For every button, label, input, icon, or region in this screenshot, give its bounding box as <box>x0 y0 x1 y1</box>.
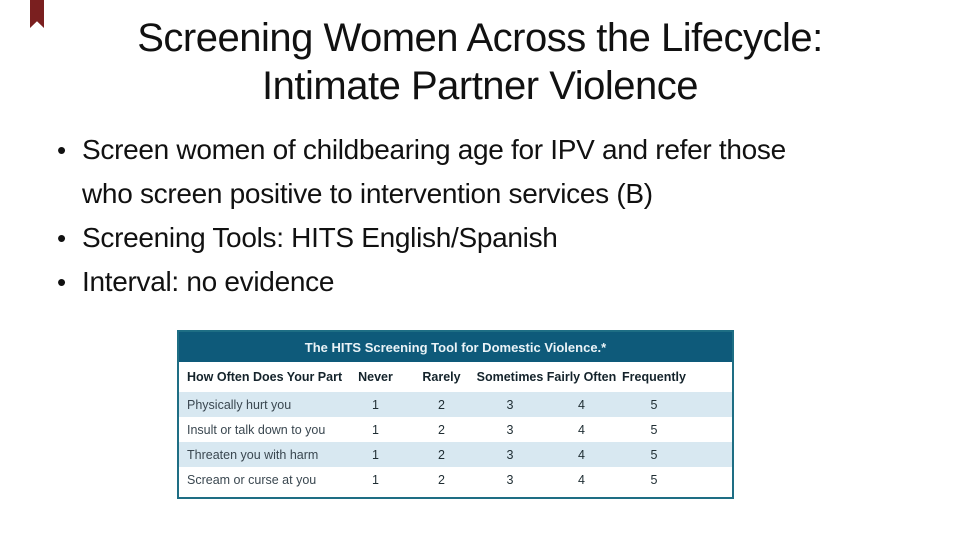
cell-value: 3 <box>506 447 514 462</box>
bullet-item-interval: Interval: no evidence <box>57 260 942 304</box>
cell-value: 3 <box>506 422 514 437</box>
bullet-item-screen-women: Screen women of childbearing age for IPV… <box>57 128 942 216</box>
cell-value: 1 <box>372 422 379 437</box>
cell-value: 5 <box>650 397 658 412</box>
cell-value: 2 <box>438 397 445 412</box>
hits-screening-table: The HITS Screening Tool for Domestic Vio… <box>177 330 734 499</box>
table-row: Physically hurt you 1 2 3 4 5 <box>179 392 732 417</box>
cell-value: 3 <box>506 472 514 487</box>
bookmark-ribbon-icon <box>30 0 44 28</box>
table-bottom-padding <box>179 492 732 497</box>
column-header-frequently: Frequently <box>622 370 686 384</box>
row-label: Threaten you with harm <box>187 447 319 462</box>
bullet-list: Screen women of childbearing age for IPV… <box>57 128 942 304</box>
column-header-fairly-often: Fairly Often <box>546 370 617 384</box>
column-header-sometimes: Sometimes <box>476 370 544 384</box>
row-label: Physically hurt you <box>187 397 292 412</box>
table-title: The HITS Screening Tool for Domestic Vio… <box>179 332 732 362</box>
row-label: Insult or talk down to you <box>187 422 326 437</box>
row-label: Scream or curse at you <box>187 472 317 487</box>
cell-value: 4 <box>578 447 585 462</box>
table-row: Insult or talk down to you 1 2 3 4 5 <box>179 417 732 442</box>
cell-value: 1 <box>372 447 379 462</box>
table-column-header-row: How Often Does Your Partner Never Rarely… <box>179 362 732 392</box>
cell-value: 5 <box>650 422 658 437</box>
cell-value: 2 <box>438 422 445 437</box>
cell-value: 4 <box>578 422 585 437</box>
slide-title: Screening Women Across the Lifecycle: In… <box>137 16 823 108</box>
cell-value: 5 <box>650 447 658 462</box>
column-header-never: Never <box>358 370 393 384</box>
table-row: Threaten you with harm 1 2 3 4 5 <box>179 442 732 467</box>
cell-value: 1 <box>372 397 379 412</box>
cell-value: 1 <box>372 472 379 487</box>
cell-value: 4 <box>578 472 585 487</box>
column-header-rarely: Rarely <box>422 370 461 384</box>
bullet-item-screening-tools: Screening Tools: HITS English/Spanish <box>57 216 942 260</box>
column-header-how-often: How Often Does Your Partner <box>187 370 343 384</box>
cell-value: 2 <box>438 472 445 487</box>
cell-value: 3 <box>506 397 514 412</box>
cell-value: 4 <box>578 397 585 412</box>
cell-value: 2 <box>438 447 445 462</box>
table-row: Scream or curse at you 1 2 3 4 5 <box>179 467 732 492</box>
cell-value: 5 <box>650 472 658 487</box>
